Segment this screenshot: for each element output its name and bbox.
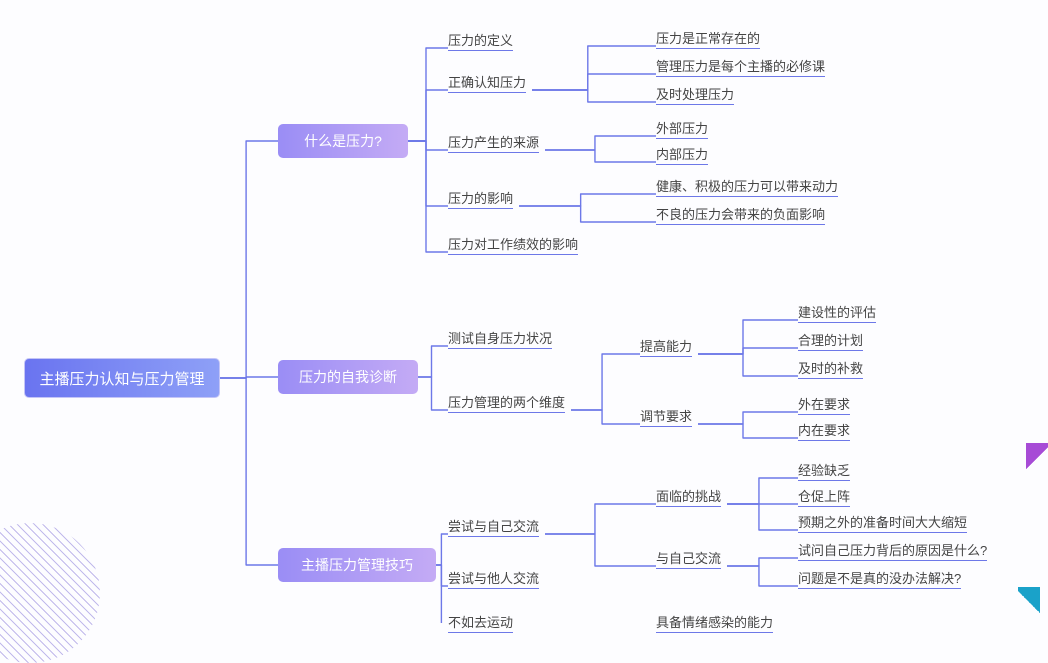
decoration-wedge-purple (1026, 443, 1048, 473)
root-node: 主播压力认知与压力管理 (24, 358, 220, 398)
level3-node: 管理压力是每个主播的必修课 (656, 56, 825, 77)
level3-node: 提高能力 (640, 336, 692, 357)
level4-node: 合理的计划 (798, 330, 863, 351)
level4-node: 问题是不是真的没办法解决? (798, 568, 961, 589)
level4-node: 经验缺乏 (798, 460, 850, 481)
level2-node: 压力管理的两个维度 (448, 392, 565, 413)
level3-node: 压力是正常存在的 (656, 28, 760, 49)
level2-node: 压力的定义 (448, 30, 513, 51)
level3-node: 外部压力 (656, 118, 708, 139)
branch-node: 什么是压力? (278, 124, 408, 158)
level2-node: 尝试与自己交流 (448, 516, 539, 537)
level2-node: 正确认知压力 (448, 72, 526, 93)
level3-node: 及时处理压力 (656, 84, 734, 105)
level3-node: 健康、积极的压力可以带来动力 (656, 176, 838, 197)
branch-node: 压力的自我诊断 (278, 360, 418, 394)
level4-node: 试问自己压力背后的原因是什么? (798, 540, 987, 561)
level3-node: 调节要求 (640, 406, 692, 427)
level2-node: 压力对工作绩效的影响 (448, 234, 578, 255)
level3-node: 内部压力 (656, 144, 708, 165)
level2-node: 压力的影响 (448, 188, 513, 209)
level3-node: 不良的压力会带来的负面影响 (656, 204, 825, 225)
level3-node: 面临的挑战 (656, 486, 721, 507)
branch-node: 主播压力管理技巧 (278, 548, 436, 582)
decoration-wedge-teal (1018, 587, 1040, 617)
level4-node: 及时的补救 (798, 358, 863, 379)
level4-node: 建设性的评估 (798, 302, 876, 323)
level4-node: 仓促上阵 (798, 486, 850, 507)
level4-node: 预期之外的准备时间大大缩短 (798, 512, 967, 533)
level4-node: 内在要求 (798, 420, 850, 441)
level2-node: 压力产生的来源 (448, 132, 539, 153)
decoration-hatch (0, 523, 100, 663)
level3-node: 与自己交流 (656, 548, 721, 569)
level2-node: 尝试与他人交流 (448, 568, 539, 589)
level2-node: 测试自身压力状况 (448, 328, 552, 349)
level4-node: 外在要求 (798, 394, 850, 415)
